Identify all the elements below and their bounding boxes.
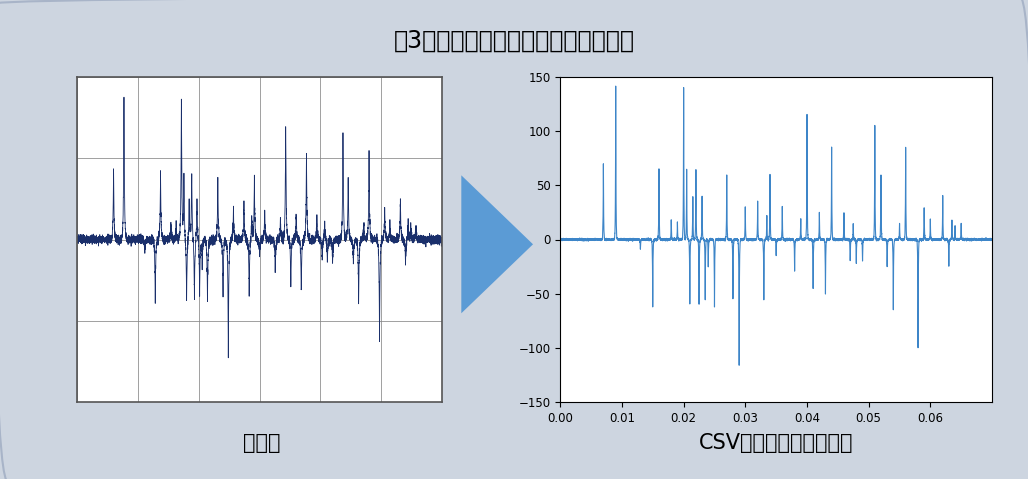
Polygon shape	[462, 175, 534, 313]
Text: 図3　針状波のような形状の零相電流: 図3 針状波のような形状の零相電流	[394, 29, 634, 53]
Text: 元画像: 元画像	[244, 433, 281, 453]
Text: CSVから再構成した画像: CSVから再構成した画像	[699, 433, 853, 453]
